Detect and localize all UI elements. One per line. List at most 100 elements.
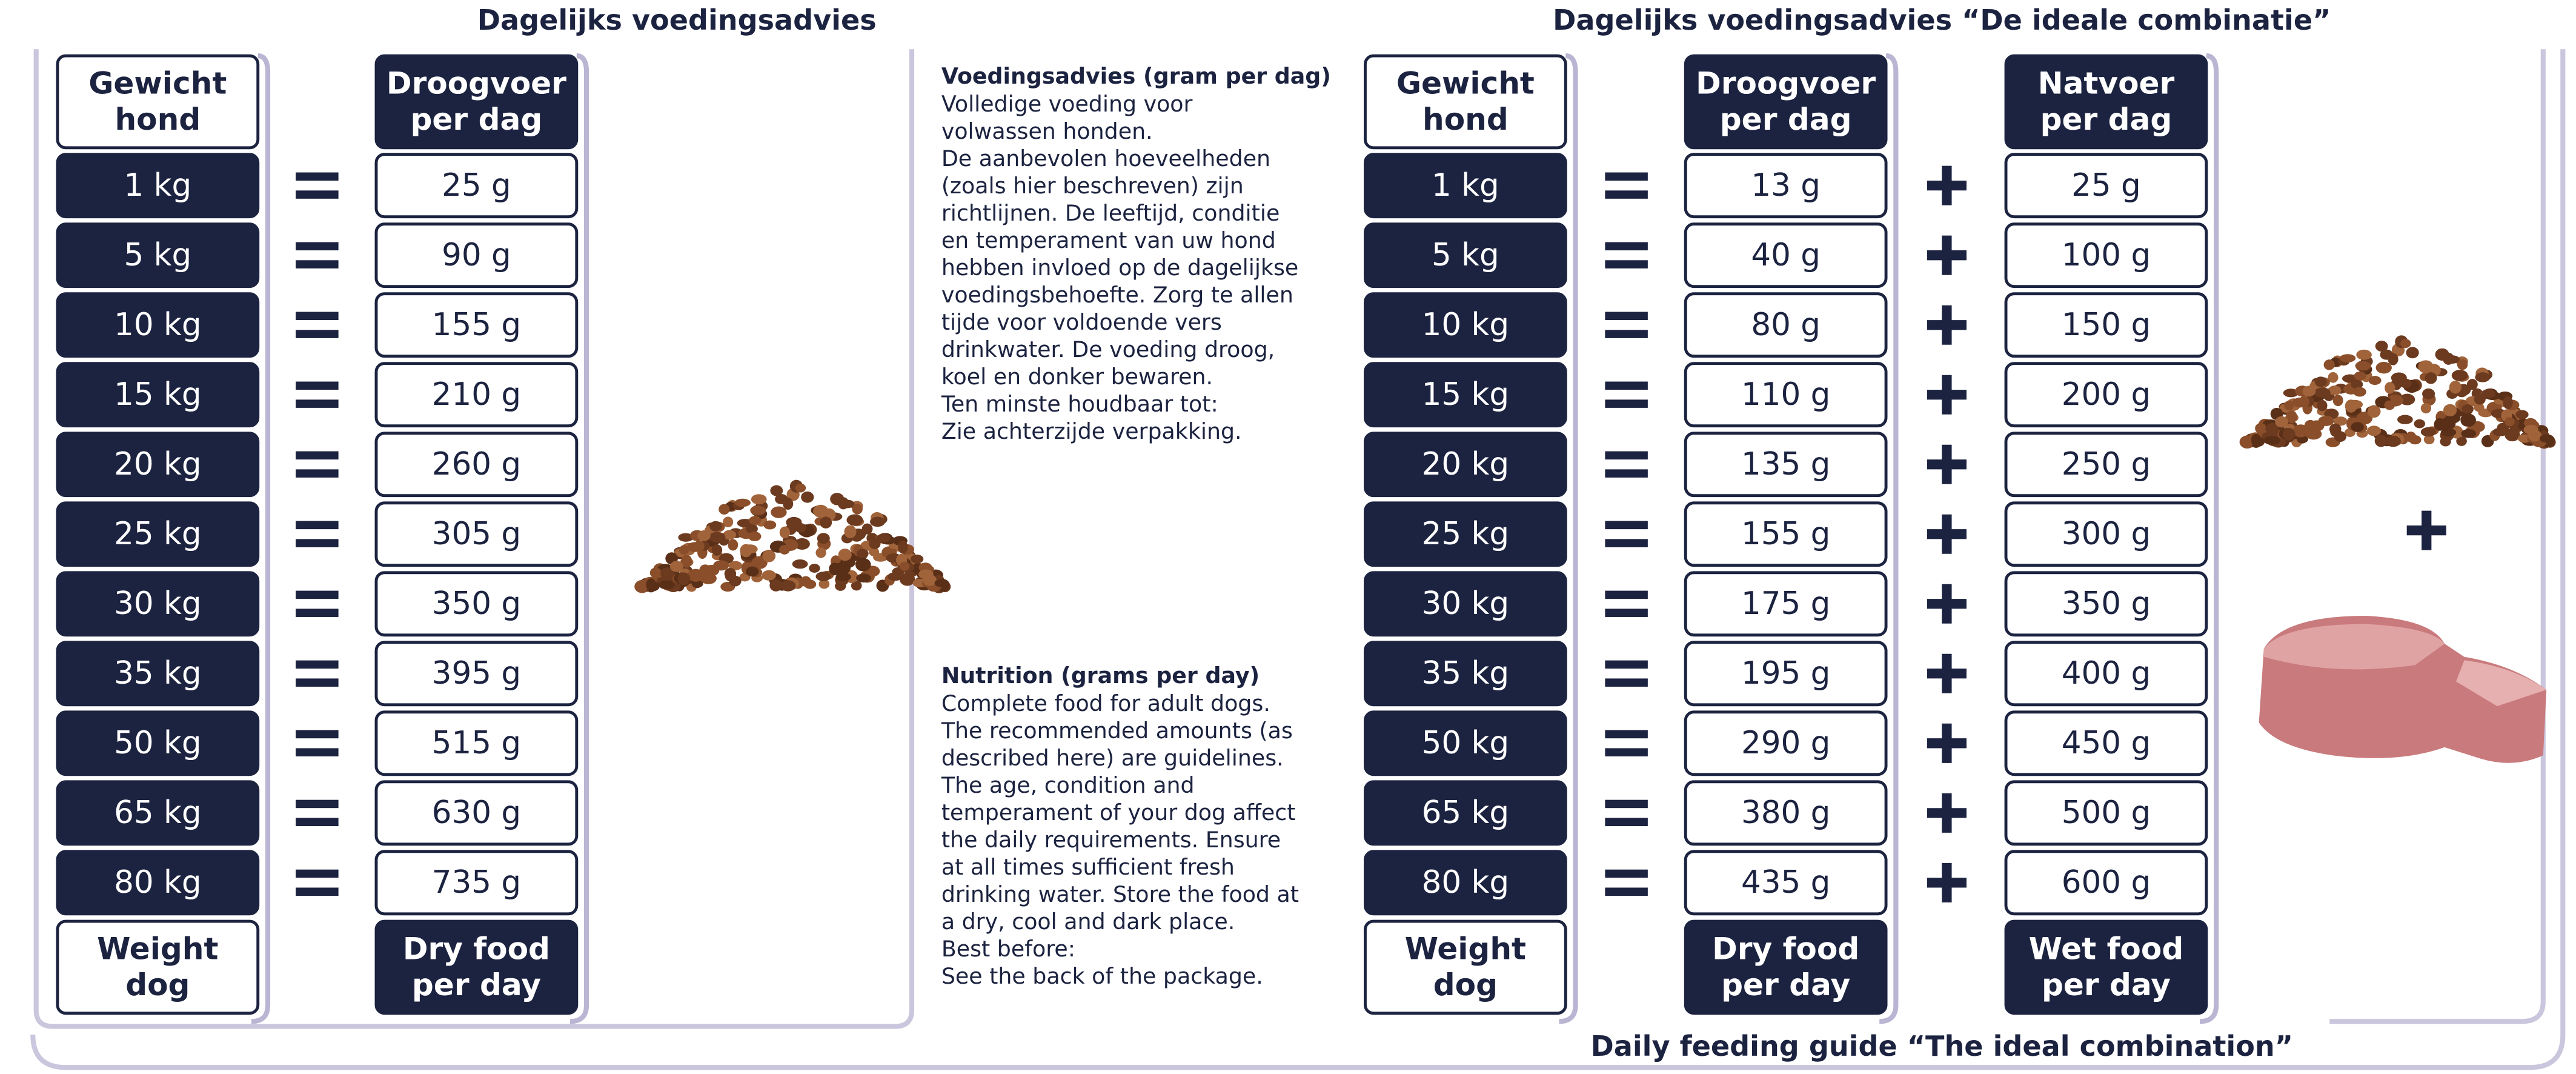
table-cell (56, 850, 260, 916)
column-footer-text: Wet food (2029, 930, 2184, 966)
kibble (2367, 405, 2381, 418)
equals-icon (296, 172, 339, 181)
kibble (713, 560, 729, 571)
column-header (1684, 54, 1888, 150)
cell-value: 350 g (2062, 585, 2151, 622)
equals-icon (296, 660, 339, 669)
cell-value: 20 kg (1422, 446, 1509, 482)
kibble (636, 581, 649, 591)
table-cell (1364, 362, 1567, 428)
cell-value: 450 g (2062, 725, 2151, 761)
column-footer-text: Weight (1405, 930, 1526, 966)
kibble (2443, 404, 2457, 416)
kibble (794, 523, 807, 533)
cell-value: 35 kg (114, 655, 201, 692)
plus-icon (1927, 444, 1967, 484)
kibble (2355, 361, 2371, 371)
kibble (709, 521, 722, 532)
cell-value: 500 g (2062, 795, 2151, 831)
kibble (678, 533, 694, 542)
kibble (897, 540, 908, 554)
table-cell (374, 850, 579, 916)
cell-value: 395 g (432, 655, 521, 692)
kibble (771, 506, 787, 518)
kibble (745, 524, 758, 533)
kibble (2332, 395, 2343, 407)
kibble (851, 581, 862, 591)
cell-value: 40 g (1751, 237, 1821, 273)
kibble (2539, 434, 2554, 443)
kibble (2422, 388, 2435, 399)
kibble (2505, 428, 2520, 442)
english-line: drinking water. Store the food at (941, 881, 1299, 907)
kibble (740, 544, 752, 558)
kibble (762, 570, 776, 581)
cell-value: 15 kg (1422, 376, 1509, 413)
column-footer (1684, 919, 1888, 1015)
kibble (2375, 341, 2388, 352)
kibble (792, 559, 808, 569)
plus-icon (1927, 862, 1967, 902)
kibble (2299, 396, 2310, 408)
equals-icon (1605, 730, 1648, 739)
dutch-line: en temperament van uw hond (941, 227, 1276, 253)
equals-icon (296, 869, 339, 878)
cell-value: 300 g (2062, 516, 2151, 552)
kibble (869, 547, 880, 556)
cell-value: 290 g (1741, 725, 1830, 761)
plus-icon (1927, 793, 1967, 833)
kibble (770, 485, 783, 496)
column-footer-text: dog (125, 967, 190, 1002)
column-footer-text: dog (1433, 967, 1498, 1002)
cell-value: 100 g (2062, 237, 2151, 273)
equals-icon (296, 539, 339, 547)
kibble (679, 545, 689, 555)
plus-icon (1927, 723, 1967, 763)
cell-value: 630 g (432, 795, 521, 831)
kibble (748, 532, 762, 541)
cell-value: 35 kg (1422, 655, 1509, 692)
column-header-text: Gewicht (1396, 65, 1535, 101)
equals-icon (296, 678, 339, 687)
equals-icon (1605, 451, 1648, 460)
column-header-text: per dag (1720, 101, 1852, 137)
kibble (2374, 435, 2388, 447)
plus-icon (1927, 165, 1967, 205)
kibble (649, 567, 662, 579)
equals-icon (1605, 469, 1648, 478)
kibble (681, 555, 692, 568)
kibble (646, 578, 656, 590)
kibble (769, 579, 783, 592)
kibble (846, 514, 863, 526)
kibble (852, 504, 863, 515)
kibble (677, 572, 691, 585)
kibble (694, 540, 705, 552)
table-cell (1364, 292, 1567, 358)
kibble (711, 544, 723, 556)
kibble (830, 493, 845, 505)
english-line: Complete food for adult dogs. (941, 690, 1270, 716)
kibble (2399, 378, 2412, 389)
kibble (838, 549, 852, 561)
table-cell (56, 571, 260, 637)
equals-icon (296, 399, 339, 408)
kibble (2405, 432, 2417, 442)
kibble (2456, 436, 2467, 446)
cell-value: 110 g (1741, 376, 1830, 413)
cell-value: 20 kg (114, 446, 201, 482)
table-cell (1364, 222, 1567, 289)
kibble (728, 561, 743, 570)
table-cell (374, 710, 579, 776)
kibble (934, 579, 949, 587)
equals-icon (1605, 190, 1648, 199)
kibble (2481, 389, 2496, 398)
cell-value: 50 kg (114, 725, 201, 761)
equals-icon (1605, 260, 1648, 268)
kibble (815, 547, 826, 558)
kibble (2353, 387, 2366, 397)
kibble (2475, 372, 2491, 382)
table-cell (1364, 850, 1567, 916)
kibble (659, 580, 676, 590)
equals-icon (1605, 869, 1648, 878)
dutch-line: richtlijnen. De leeftijd, conditie (941, 200, 1280, 226)
